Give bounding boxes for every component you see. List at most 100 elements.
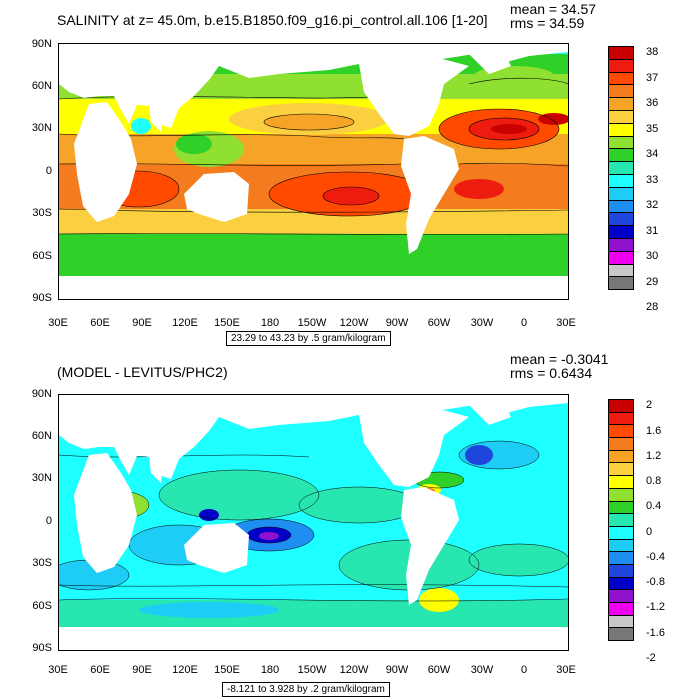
difference-map	[58, 394, 569, 651]
difference-panel: (MODEL - LEVITUS/PHC2) mean = -0.3041 rm…	[0, 350, 700, 700]
colorbar-swatch	[609, 525, 633, 539]
colorbar-label: -1.6	[646, 626, 665, 639]
x-tick-label: 30W	[470, 664, 494, 676]
mean-label: mean = -0.3041	[510, 351, 609, 367]
rms-label: rms = 0.6434	[510, 365, 593, 381]
colorbar-swatch	[609, 538, 633, 552]
y-tick-label: 60N	[31, 430, 52, 442]
x-tick-label: 150W	[297, 317, 327, 329]
colorbar-swatch	[609, 263, 633, 277]
colorbar-swatch	[609, 225, 633, 238]
colorbar-label: -1.2	[646, 601, 665, 614]
colorbar-label: 0	[646, 525, 653, 538]
colorbar-swatch	[609, 250, 633, 264]
x-tick-label: 60E	[90, 317, 110, 329]
x-tick-label: 180	[260, 317, 280, 329]
x-tick-label: 0	[520, 317, 528, 329]
colorbar-swatch	[609, 614, 633, 628]
salinity-map	[58, 43, 569, 300]
colorbar-swatch	[609, 97, 633, 110]
y-tick-label: 60N	[31, 80, 52, 92]
colorbar-swatch	[609, 161, 633, 174]
colorbar-swatch	[609, 173, 633, 187]
colorbar-swatch	[609, 122, 633, 136]
colorbar-label: 0.4	[646, 500, 662, 513]
x-tick-label: 120W	[339, 664, 369, 676]
colorbar-swatch	[609, 186, 633, 200]
y-tick-label: 90N	[31, 388, 52, 400]
contour-range-label: -8.121 to 3.928 by .2 gram/kilogram	[222, 682, 390, 697]
colorbar-swatch	[609, 47, 633, 59]
colorbar-label: -0.8	[646, 576, 665, 589]
y-tick-label: 60S	[32, 250, 52, 262]
colorbar-label: 1.2	[646, 449, 662, 462]
colorbar-swatch	[609, 135, 633, 149]
colorbar-swatch	[609, 58, 633, 72]
colorbar-swatch	[609, 563, 633, 577]
x-tick-label: 30E	[556, 317, 576, 329]
colorbar-swatch	[609, 237, 633, 251]
colorbar-swatch	[609, 602, 633, 615]
x-tick-label: 0	[520, 664, 528, 676]
colorbar-swatch	[609, 199, 633, 213]
colorbar-swatch	[609, 212, 633, 226]
colorbar-label: 30	[646, 250, 659, 263]
colorbar-swatch	[609, 576, 633, 590]
x-tick-label: 90E	[132, 664, 152, 676]
colorbar-label: 1.6	[646, 424, 662, 437]
y-tick-label: 30S	[32, 557, 52, 569]
panel-title: SALINITY at z= 45.0m, b.e15.B1850.f09_g1…	[57, 12, 488, 28]
x-tick-label: 30E	[48, 317, 68, 329]
x-tick-label: 60W	[427, 664, 451, 676]
y-tick-label: 30N	[31, 122, 52, 134]
x-tick-label: 90W	[385, 664, 409, 676]
x-tick-label: 180	[260, 664, 280, 676]
colorbar-swatch	[609, 487, 633, 501]
x-tick-label: 120E	[172, 664, 198, 676]
y-tick-label: 90S	[32, 292, 52, 304]
contour-range-label: 23.29 to 43.23 by .5 gram/kilogram	[226, 331, 391, 346]
colorbar-swatch	[609, 71, 633, 85]
colorbar-swatch	[609, 589, 633, 602]
colorbar-swatch	[609, 437, 633, 450]
colorbar-label: 31	[646, 224, 659, 237]
colorbar-swatch	[609, 462, 633, 476]
mean-label: mean = 34.57	[510, 1, 597, 17]
colorbar-label: -2	[646, 651, 656, 664]
y-tick-label: 30S	[32, 207, 52, 219]
rms-label: rms = 34.59	[510, 15, 585, 31]
y-tick-label: 90N	[31, 38, 52, 50]
x-tick-label: 150E	[214, 664, 240, 676]
colorbar-swatch	[609, 513, 633, 526]
colorbar-label: -0.4	[646, 550, 665, 563]
x-tick-label: 120E	[172, 317, 198, 329]
y-tick-label: 90S	[32, 642, 52, 654]
y-tick-label: 0	[45, 515, 52, 527]
colorbar-label: 38	[646, 46, 659, 59]
colorbar-swatch	[609, 551, 633, 564]
colorbar-label: 37	[646, 71, 659, 84]
x-tick-label: 30W	[470, 317, 494, 329]
y-tick-label: 60S	[32, 600, 52, 612]
panel-title: (MODEL - LEVITUS/PHC2)	[57, 364, 228, 380]
x-tick-label: 90E	[132, 317, 152, 329]
colorbar-label: 0.8	[646, 475, 662, 488]
colorbar-label: 34	[646, 148, 659, 161]
colorbar-label: 36	[646, 97, 659, 110]
x-tick-label: 150E	[214, 317, 240, 329]
y-tick-label: 30N	[31, 472, 52, 484]
colorbar-label: 32	[646, 199, 659, 212]
colorbar-swatch	[609, 475, 633, 488]
x-tick-label: 150W	[297, 664, 327, 676]
salinity-panel: SALINITY at z= 45.0m, b.e15.B1850.f09_g1…	[31, 1, 659, 346]
colorbar-swatch	[609, 449, 633, 463]
colorbar-label: 2	[646, 399, 653, 412]
colorbar-swatch	[609, 500, 633, 514]
colorbar-swatch	[609, 627, 633, 641]
x-tick-label: 60E	[90, 664, 110, 676]
colorbar-label: 35	[646, 122, 659, 135]
colorbar-label: 28	[646, 301, 659, 314]
colorbar-label: 29	[646, 275, 659, 288]
colorbar	[608, 46, 634, 290]
x-tick-label: 60W	[427, 317, 451, 329]
